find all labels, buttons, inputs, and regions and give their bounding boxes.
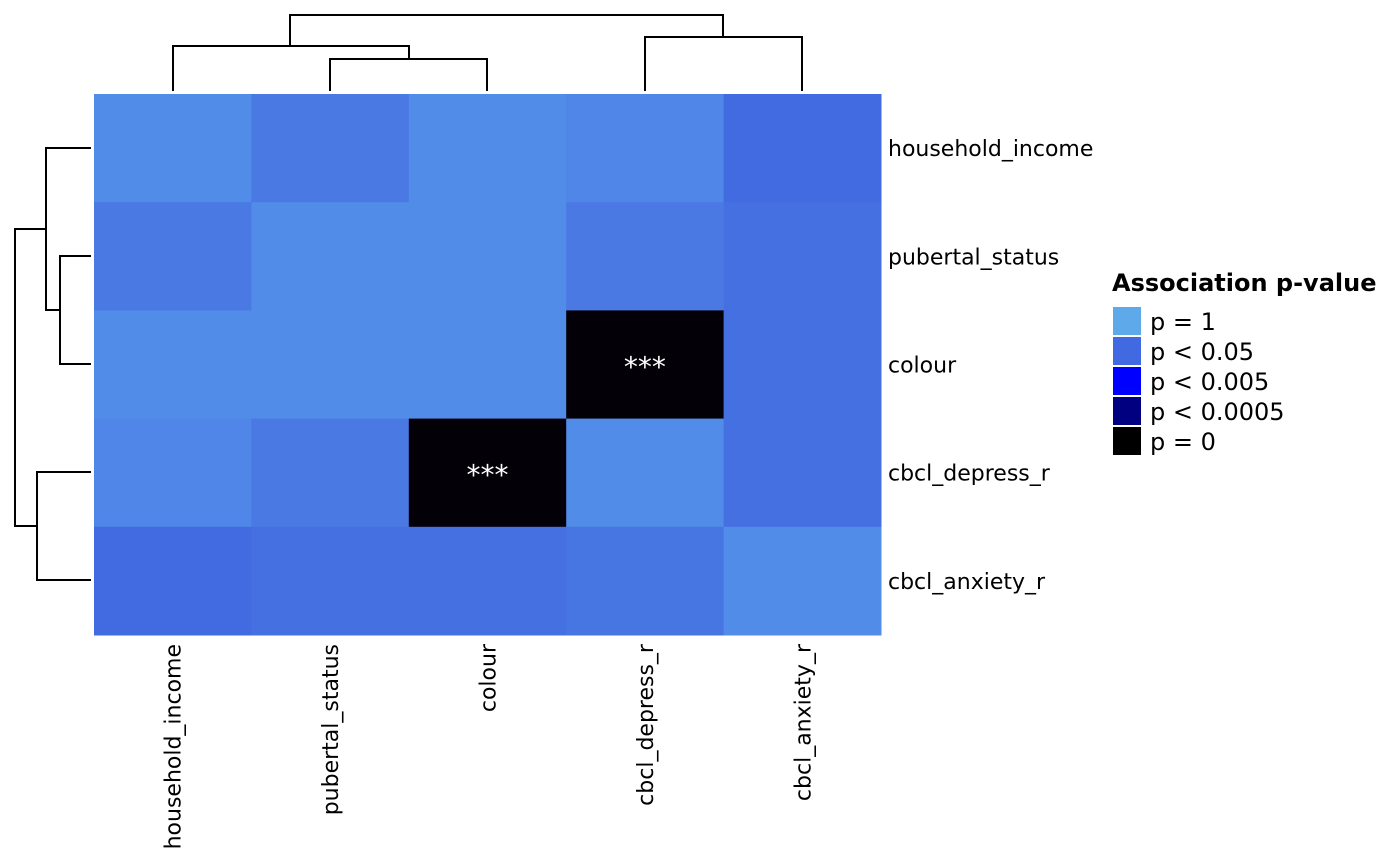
heatmap-cell xyxy=(408,310,567,420)
heatmap-cell xyxy=(251,310,410,420)
legend-swatch xyxy=(1113,307,1141,335)
heatmap-cell xyxy=(251,202,410,311)
legend-label: p < 0.05 xyxy=(1150,338,1254,366)
row-label: colour xyxy=(888,354,957,379)
heatmap-cell xyxy=(723,310,882,420)
heatmap-cell xyxy=(723,94,882,203)
heatmap-cell xyxy=(94,94,252,203)
legend-label: p = 1 xyxy=(1150,308,1216,336)
heatmap-cell xyxy=(408,202,567,311)
legend-swatch xyxy=(1113,367,1141,395)
significance-annotation: *** xyxy=(624,351,666,384)
heatmap-cell xyxy=(94,418,252,528)
row-dendrogram xyxy=(14,147,91,581)
row-label: household_income xyxy=(888,137,1093,162)
heatmap-cells: *** *** xyxy=(94,94,882,636)
column-dendrogram xyxy=(172,14,803,91)
row-dendro-branch-top xyxy=(14,228,46,527)
col-dendro-branch-left xyxy=(172,45,410,91)
heatmap-cell xyxy=(408,94,567,203)
column-label: household_income xyxy=(162,644,187,849)
significance-annotation: *** xyxy=(467,459,509,492)
heatmap-cell xyxy=(408,418,567,528)
legend: Association p-value p = 1p < 0.05p < 0.0… xyxy=(1112,269,1376,456)
column-label: pubertal_status xyxy=(319,644,344,815)
heatmap-cell xyxy=(566,418,725,528)
col-dendro-branch-mid xyxy=(329,58,488,91)
heatmap-cell xyxy=(251,418,410,528)
col-dendro-branch-top xyxy=(289,14,724,45)
legend-label: p = 0 xyxy=(1150,428,1216,456)
row-dendro-branch-mid xyxy=(59,255,91,365)
heatmap-cell xyxy=(94,202,252,311)
heatmap-cell xyxy=(723,202,882,311)
legend-label: p < 0.005 xyxy=(1150,368,1269,396)
col-dendro-branch-right xyxy=(644,36,803,91)
heatmap-cell xyxy=(566,94,725,203)
legend-label: p < 0.0005 xyxy=(1150,398,1285,426)
heatmap-cell xyxy=(408,526,567,636)
heatmap-cell xyxy=(94,310,252,420)
legend-swatch xyxy=(1113,337,1141,365)
legend-swatch xyxy=(1113,397,1141,425)
row-label: pubertal_status xyxy=(888,245,1059,270)
row-label: cbcl_depress_r xyxy=(888,462,1051,487)
column-label: cbcl_depress_r xyxy=(634,643,659,806)
heatmap-cell xyxy=(723,418,882,528)
column-labels: household_income pubertal_status colour cbc… xyxy=(162,643,817,849)
heatmap-cell xyxy=(251,94,410,203)
heatmap-cell xyxy=(566,202,725,311)
column-label: colour xyxy=(477,643,502,712)
row-label: cbcl_anxiety_r xyxy=(888,570,1046,595)
column-label: cbcl_anxiety_r xyxy=(791,643,816,801)
legend-title: Association p-value xyxy=(1112,269,1376,297)
heatmap-cell xyxy=(566,310,725,420)
heatmap-cell xyxy=(94,526,252,636)
legend-swatch xyxy=(1113,427,1141,455)
heatmap-cell xyxy=(251,526,410,636)
row-dendro-branch-lower xyxy=(36,471,91,581)
heatmap-cell xyxy=(566,526,725,636)
row-dendro-branch-upper xyxy=(45,147,91,311)
heatmap-cell xyxy=(723,526,882,636)
